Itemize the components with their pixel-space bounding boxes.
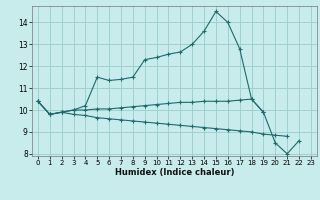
X-axis label: Humidex (Indice chaleur): Humidex (Indice chaleur) [115, 168, 234, 177]
